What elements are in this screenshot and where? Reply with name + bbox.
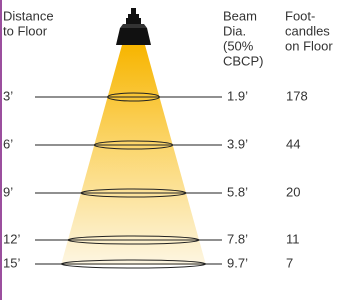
footcandles: 178 [286,88,308,103]
header-beam: (50% [223,38,254,53]
distance: 9’ [3,184,13,199]
light-cone [61,45,206,265]
footcandles: 7 [286,255,293,270]
header-distance: Distance [3,8,54,23]
header-beam: CBCP) [223,53,263,68]
beam-diameter: 5.8’ [227,184,248,199]
lamp-icon [116,8,151,45]
footcandles: 11 [286,231,300,246]
beam-diameter: 3.9’ [227,136,248,151]
distance: 3’ [3,88,13,103]
header-beam: Beam [223,8,257,23]
distance: 6’ [3,136,13,151]
header-footcandles: candles [285,23,330,38]
beam-diameter: 1.9’ [227,88,248,103]
beam-diagram: 3’ 1.9’ 178 6’ 3.9’ 44 9’ 5.8’ 20 12’ 7.8’ 11 15’ 9.7… [0,0,360,300]
beam-diameter: 7.8’ [227,231,248,246]
header-beam: Dia. [223,23,246,38]
footcandles: 44 [286,136,300,151]
footcandles: 20 [286,184,300,199]
distance: 15’ [3,255,20,270]
header-footcandles: Foot- [285,8,315,23]
header-distance: to Floor [3,23,48,38]
header-footcandles: on Floor [285,38,333,53]
beam-diameter: 9.7’ [227,255,248,270]
distance: 12’ [3,231,20,246]
edge-stripe [0,0,2,300]
